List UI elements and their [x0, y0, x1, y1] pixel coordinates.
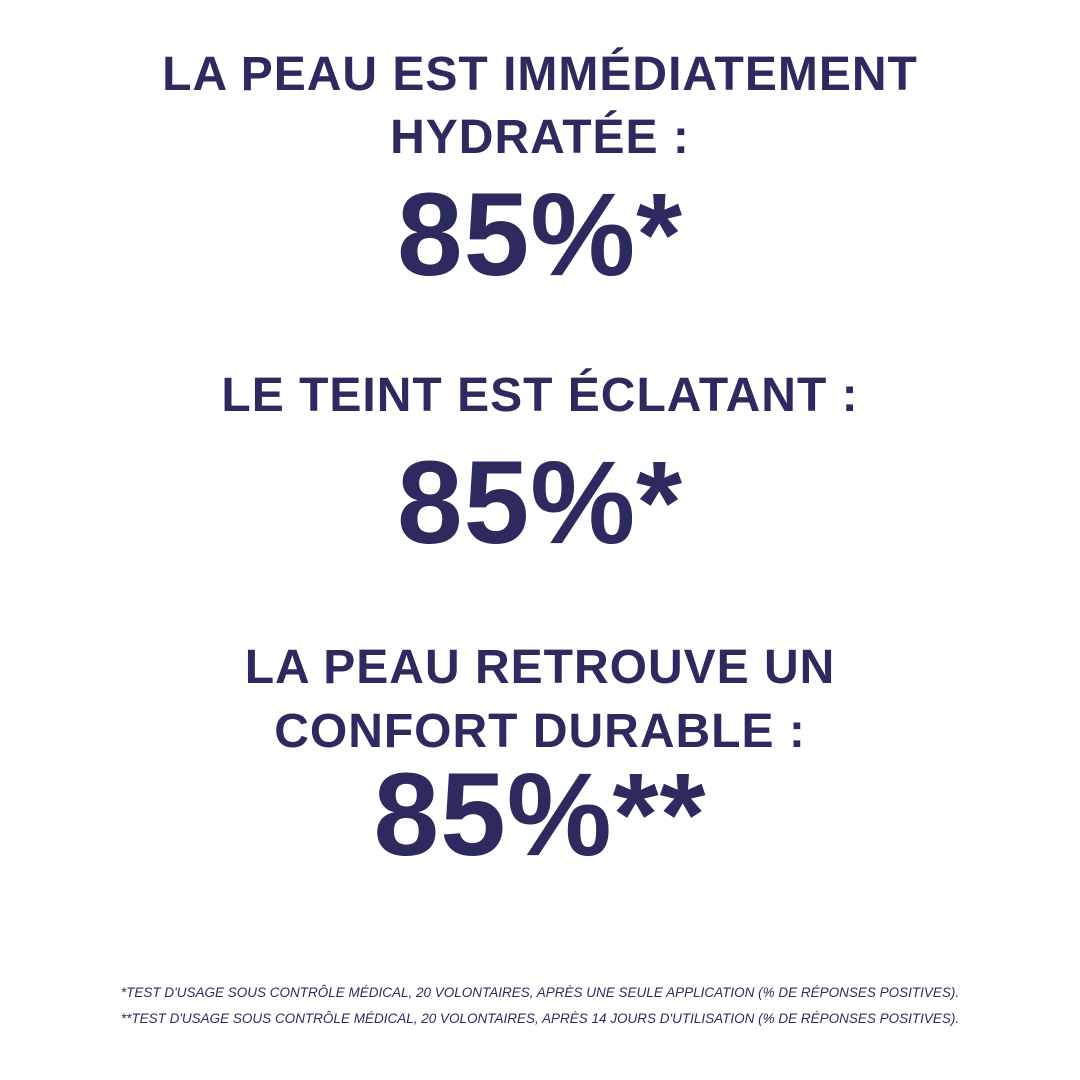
stat-3-value: 85%** [373, 749, 707, 881]
stat-1-label-line-1: LA PEAU EST IMMÉDIATEMENT [162, 48, 918, 101]
footnote-2: **TEST D'USAGE SOUS CONTRÔLE MÉDICAL, 20… [120, 1011, 960, 1026]
stat-3-label-line-1: LA PEAU RETROUVE UN [244, 641, 836, 694]
footnote-1: *TEST D'USAGE SOUS CONTRÔLE MÉDICAL, 20 … [120, 985, 960, 1000]
stat-1-value: 85%* [396, 169, 684, 301]
stat-1-label-line-2: HYDRATÉE : [390, 111, 690, 164]
stat-2-value: 85%* [396, 437, 684, 569]
stat-3-label-line-2: CONFORT DURABLE : [274, 705, 806, 758]
stat-2-label: LE TEINT EST ÉCLATANT : [221, 369, 859, 422]
